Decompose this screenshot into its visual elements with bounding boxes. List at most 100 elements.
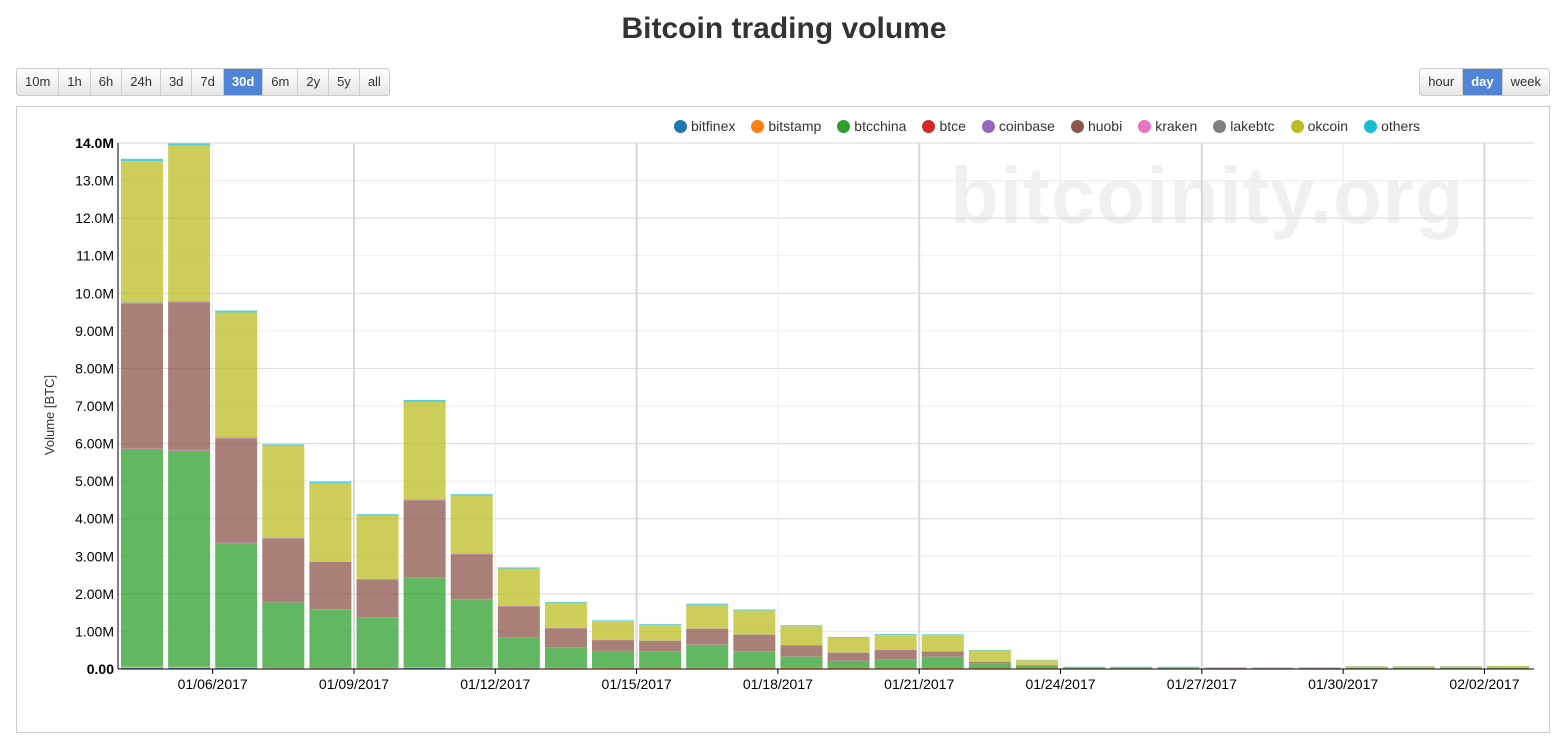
bar-segment-huobi bbox=[874, 650, 917, 660]
range-button-6h[interactable]: 6h bbox=[91, 69, 123, 95]
bar-segment-btcchina bbox=[827, 660, 870, 668]
chart-legend: bitfinex bitstamp btcchina btce coinbase… bbox=[674, 116, 1420, 136]
bar-segment-okcoin bbox=[1487, 666, 1529, 668]
bar-segment-huobi bbox=[450, 554, 493, 600]
bar-segment-btcchina bbox=[403, 578, 446, 668]
bar-segment-others bbox=[121, 158, 163, 162]
legend-label: huobi bbox=[1087, 118, 1123, 134]
range-button-3d[interactable]: 3d bbox=[161, 69, 193, 95]
legend-item-bitstamp[interactable]: bitstamp bbox=[751, 118, 821, 134]
legend-item-huobi[interactable]: huobi bbox=[1070, 118, 1123, 134]
bar-segment-others bbox=[921, 634, 964, 636]
watermark-logo: bitcoinity.org bbox=[950, 151, 1465, 240]
legend-item-lakebtc[interactable]: lakebtc bbox=[1213, 118, 1275, 134]
legend-label: bitstamp bbox=[768, 118, 822, 134]
bar-segment-lakebtc bbox=[215, 437, 258, 439]
range-button-24h[interactable]: 24h bbox=[122, 69, 161, 95]
interval-button-day[interactable]: day bbox=[1463, 69, 1503, 95]
bar-segment-bitstamp bbox=[544, 667, 587, 669]
legend-item-others[interactable]: others bbox=[1364, 118, 1420, 134]
bar-segment-btcchina bbox=[450, 599, 493, 668]
range-button-5y[interactable]: 5y bbox=[329, 69, 360, 95]
legend-label: btce bbox=[939, 118, 966, 134]
y-tick-label: 3.00M bbox=[75, 548, 114, 564]
bar-segment-huobi bbox=[592, 640, 635, 651]
legend-item-bitfinex[interactable]: bitfinex bbox=[674, 118, 735, 134]
bar-segment-huobi bbox=[497, 606, 540, 638]
bar-segment-huobi bbox=[780, 645, 823, 657]
range-button-1h[interactable]: 1h bbox=[59, 69, 91, 95]
bar-segment-okcoin bbox=[639, 625, 682, 641]
bar-segment-bitstamp bbox=[403, 667, 446, 669]
bar-segment-btcchina bbox=[968, 663, 1011, 669]
legend-marker bbox=[1213, 119, 1227, 133]
bar-segment-huobi bbox=[544, 628, 587, 648]
bar-segment-okcoin bbox=[309, 483, 352, 562]
bar-segment-lakebtc bbox=[403, 499, 446, 501]
bar-segment-others bbox=[827, 636, 870, 638]
legend-label: coinbase bbox=[998, 118, 1055, 134]
bar-segment-huobi bbox=[121, 303, 163, 449]
bar-segment-huobi bbox=[639, 640, 682, 652]
bar-segment-bitstamp bbox=[309, 667, 352, 669]
bar-segment-okcoin bbox=[121, 161, 163, 303]
y-tick-label: 13.0M bbox=[75, 173, 114, 189]
y-tick-label: 4.00M bbox=[75, 511, 114, 527]
legend-item-kraken[interactable]: kraken bbox=[1138, 118, 1197, 134]
legend-marker bbox=[837, 119, 851, 133]
bar-segment-bitstamp bbox=[450, 667, 493, 669]
legend-item-okcoin[interactable]: okcoin bbox=[1290, 118, 1349, 134]
bar-segment-okcoin bbox=[968, 650, 1011, 662]
x-tick-label: 01/18/2017 bbox=[743, 676, 813, 692]
x-tick-label: 01/09/2017 bbox=[319, 676, 389, 692]
y-tick-label: 7.00M bbox=[75, 398, 114, 414]
bar-segment-btcchina bbox=[921, 656, 964, 668]
bar-segment-others bbox=[874, 633, 917, 635]
y-tick-label: 6.00M bbox=[75, 436, 114, 452]
bar-segment-okcoin bbox=[1015, 660, 1058, 665]
range-button-all[interactable]: all bbox=[367, 74, 381, 89]
legend-label: lakebtc bbox=[1230, 118, 1275, 134]
legend-item-btce[interactable]: btce bbox=[922, 118, 966, 134]
bar-segment-btcchina bbox=[121, 448, 163, 667]
bar-segment-bitstamp bbox=[780, 667, 823, 669]
bar-segment-bitstamp bbox=[215, 667, 258, 669]
bar-segment-okcoin bbox=[1063, 666, 1106, 668]
legend-marker bbox=[751, 119, 765, 133]
bar-segment-okcoin bbox=[921, 635, 964, 652]
y-tick-label: 1.00M bbox=[75, 623, 114, 639]
range-button-2y[interactable]: 2y bbox=[298, 69, 330, 95]
legend-label: btcchina bbox=[854, 118, 907, 134]
y-tick-label: 11.0M bbox=[76, 248, 114, 264]
interval-selector: hour day week bbox=[1419, 68, 1550, 96]
x-tick-label: 01/06/2017 bbox=[178, 676, 248, 692]
bar-segment-huobi bbox=[686, 628, 729, 645]
x-tick-label: 01/12/2017 bbox=[460, 676, 530, 692]
bar-segment-okcoin bbox=[780, 626, 823, 646]
interval-button-week[interactable]: week bbox=[1510, 74, 1541, 89]
bar-segment-bitstamp bbox=[262, 667, 305, 669]
bar-segment-okcoin bbox=[874, 634, 917, 650]
legend-marker bbox=[1138, 119, 1152, 133]
bar-segment-bitstamp bbox=[592, 667, 635, 669]
bar-segment-okcoin bbox=[497, 568, 540, 606]
range-button-10m[interactable]: 10m bbox=[17, 69, 60, 95]
x-tick-label: 01/24/2017 bbox=[1025, 676, 1095, 692]
legend-marker bbox=[922, 119, 936, 133]
interval-button-hour[interactable]: hour bbox=[1420, 69, 1464, 95]
legend-marker bbox=[1070, 119, 1084, 133]
bar-segment-okcoin bbox=[1439, 666, 1482, 668]
legend-label: others bbox=[1381, 118, 1420, 134]
legend-item-btcchina[interactable]: btcchina bbox=[837, 118, 906, 134]
legend-label: okcoin bbox=[1307, 118, 1349, 134]
bar-segment-btcchina bbox=[168, 450, 211, 667]
bar-segment-others bbox=[733, 609, 776, 611]
range-button-6m[interactable]: 6m bbox=[263, 69, 299, 95]
legend-item-coinbase[interactable]: coinbase bbox=[981, 118, 1055, 134]
bar-segment-btcchina bbox=[592, 650, 635, 668]
range-selector: 10m 1h 6h 24h 3d 7d 30d 6m 2y 5y all bbox=[16, 68, 390, 96]
range-button-7d[interactable]: 7d bbox=[192, 69, 224, 95]
bar-segment-okcoin bbox=[356, 515, 399, 579]
y-tick-label: 0.00 bbox=[87, 661, 114, 677]
range-button-30d[interactable]: 30d bbox=[223, 69, 264, 95]
